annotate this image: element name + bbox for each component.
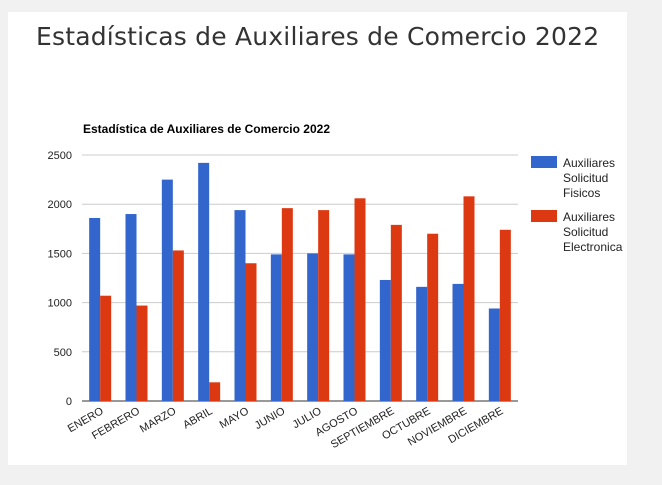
bar-electronica-noviembre	[463, 196, 475, 401]
bar-electronica-septiembre	[390, 224, 402, 401]
bar-electronica-febrero	[136, 305, 148, 401]
y-tick-label: 2500	[48, 150, 72, 162]
bar-electronica-enero	[100, 295, 112, 401]
bar-electronica-diciembre	[499, 229, 511, 401]
bars	[89, 162, 511, 401]
bar-fisicos-enero	[89, 217, 101, 401]
bar-electronica-marzo	[172, 250, 184, 401]
bar-fisicos-abril	[198, 162, 210, 401]
page-title: Estadísticas de Auxiliares de Comercio 2…	[36, 22, 600, 51]
bar-electronica-julio	[318, 210, 330, 401]
legend-label: Solicitud	[563, 171, 608, 185]
y-tick-label: 500	[54, 347, 72, 359]
bar-fisicos-mayo	[234, 210, 246, 401]
bar-fisicos-septiembre	[379, 279, 391, 401]
chart-title: Estadística de Auxiliares de Comercio 20…	[83, 122, 330, 136]
legend-label: Solicitud	[563, 225, 608, 239]
x-tick-label: JUNIO	[253, 405, 288, 432]
x-tick-label: ABRIL	[181, 405, 215, 431]
bar-fisicos-marzo	[161, 179, 173, 401]
y-tick-label: 1000	[48, 298, 72, 310]
bar-fisicos-febrero	[125, 214, 137, 401]
grid	[82, 154, 518, 402]
bar-fisicos-octubre	[416, 286, 428, 401]
y-tick-label: 0	[66, 396, 72, 408]
bar-electronica-agosto	[354, 198, 366, 401]
legend-swatch	[531, 210, 557, 222]
x-tick-label: MARZO	[138, 405, 179, 435]
y-tick-label: 2000	[48, 199, 72, 211]
y-axis-ticks: 0 500 1000 1500 2000 2500	[48, 150, 72, 408]
x-tick-label: MAYO	[218, 405, 252, 431]
bar-electronica-mayo	[245, 263, 257, 401]
bar-fisicos-junio	[270, 254, 282, 401]
legend-label: Auxiliares	[563, 156, 615, 170]
legend-label: Fisicos	[563, 186, 600, 200]
bar-fisicos-agosto	[343, 254, 355, 401]
legend: AuxiliaresSolicitudFisicosAuxiliaresSoli…	[531, 156, 623, 254]
bar-electronica-octubre	[427, 233, 439, 401]
bar-fisicos-noviembre	[452, 283, 464, 401]
bar-electronica-abril	[209, 382, 221, 401]
legend-label: Auxiliares	[563, 210, 615, 224]
bar-fisicos-julio	[307, 253, 319, 401]
bar-fisicos-diciembre	[488, 308, 500, 401]
legend-label: Electronica	[563, 240, 623, 254]
bar-electronica-junio	[281, 208, 293, 401]
y-tick-label: 1500	[48, 248, 72, 260]
legend-swatch	[531, 156, 557, 168]
